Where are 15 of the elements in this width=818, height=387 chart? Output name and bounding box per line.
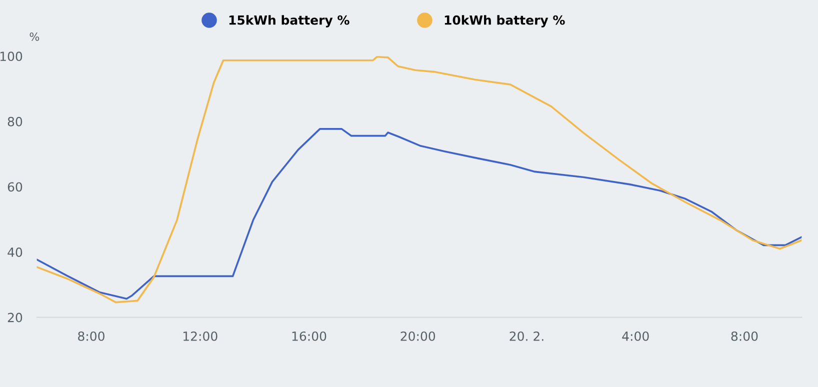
y-axis-title: % (30, 32, 40, 41)
y-tick-label: 80 (8, 116, 22, 126)
x-tick-label: 16:00 (292, 331, 326, 341)
legend-label: 15kWh battery % (229, 15, 350, 28)
x-tick-label: 8:00 (78, 331, 104, 341)
legend-label: 10kWh battery % (444, 15, 565, 28)
y-tick-label: 60 (8, 182, 22, 192)
x-tick-label: 12:00 (183, 331, 218, 341)
x-tick-label: 20:00 (400, 331, 436, 341)
x-tick-label: 8:00 (731, 331, 758, 341)
y-tick-label: 40 (8, 248, 22, 257)
y-tick-label: 20 (8, 312, 22, 322)
x-tick-label: 20. 2. (510, 331, 544, 341)
x-tick-label: 4:00 (622, 331, 649, 341)
y-tick-label: 100 (0, 52, 22, 62)
